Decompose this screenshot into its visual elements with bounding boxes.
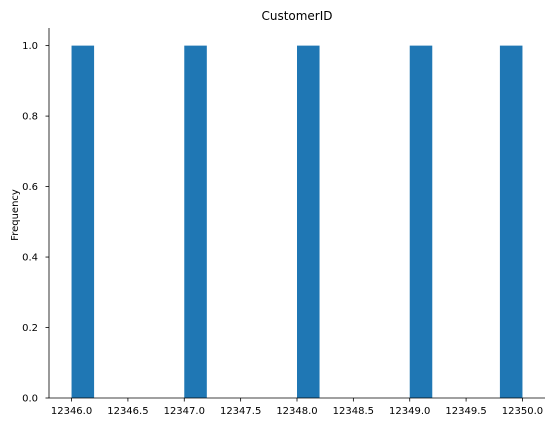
bars xyxy=(71,45,523,398)
x-tick-label-5: 12348.0 xyxy=(276,406,317,417)
histogram-bar-1 xyxy=(71,45,95,398)
x-tick-label-9: 12350.0 xyxy=(502,406,543,417)
y-tick-label-3: 0.4 xyxy=(22,253,38,264)
histogram-bar-2 xyxy=(184,45,207,398)
x-tick-label-2: 12346.5 xyxy=(107,406,148,417)
y-axis-ticks: 0.0 0.2 0.4 0.6 0.8 1.0 xyxy=(22,41,49,405)
chart-title: CustomerID xyxy=(261,9,332,23)
histogram-bar-4 xyxy=(409,45,433,398)
y-tick-label-1: 0.0 xyxy=(22,394,38,405)
x-tick-label-7: 12349.0 xyxy=(389,406,430,417)
x-tick-label-6: 12348.5 xyxy=(333,406,374,417)
y-axis-label: Frequency xyxy=(10,189,21,241)
y-tick-label-2: 0.2 xyxy=(22,323,38,334)
histogram-bar-3 xyxy=(297,45,320,398)
histogram-bar-5 xyxy=(499,45,523,398)
x-tick-label-4: 12347.5 xyxy=(220,406,261,417)
x-tick-label-3: 12347.0 xyxy=(164,406,205,417)
x-tick-label-8: 12349.5 xyxy=(445,406,486,417)
y-tick-label-6: 1.0 xyxy=(22,41,38,52)
x-tick-label-1: 12346.0 xyxy=(51,406,92,417)
x-axis-ticks: 12346.0 12346.5 12347.0 12347.5 12348.0 12348… xyxy=(51,398,543,417)
y-tick-label-5: 0.8 xyxy=(22,112,38,123)
y-tick-label-4: 0.6 xyxy=(22,182,38,193)
